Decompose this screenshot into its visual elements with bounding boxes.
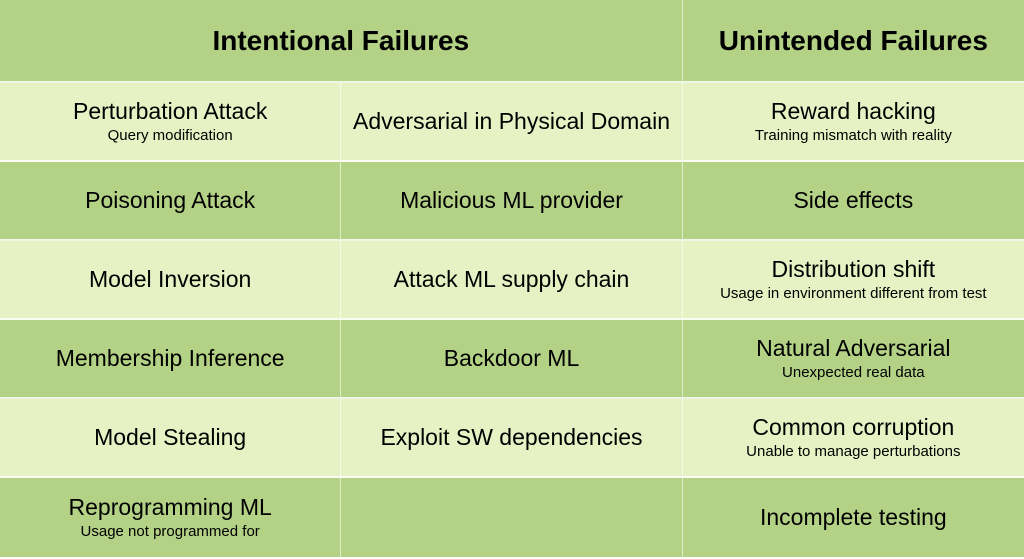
cell-title: Model Inversion [89,266,251,292]
table-cell: Exploit SW dependencies [341,399,682,478]
cell-title: Adversarial in Physical Domain [353,108,670,134]
table-cell: Membership Inference [0,320,341,399]
cell-title: Reward hacking [771,98,936,124]
cell-subtitle: Training mismatch with reality [755,127,952,145]
cell-subtitle: Unable to manage perturbations [746,443,960,461]
cell-subtitle: Usage in environment different from test [720,285,987,303]
table-cell: Model Stealing [0,399,341,478]
table-header: Intentional Failures [0,0,683,83]
table-cell: Malicious ML provider [341,162,682,241]
cell-subtitle: Unexpected real data [782,364,925,382]
table-cell: Natural Adversarial Unexpected real data [683,320,1024,399]
cell-title: Side effects [793,187,913,213]
cell-title: Reprogramming ML [69,494,272,520]
table-cell: Poisoning Attack [0,162,341,241]
cell-title: Membership Inference [56,345,285,371]
table-cell: Model Inversion [0,241,341,320]
table-cell: Adversarial in Physical Domain [341,83,682,162]
table-cell: Reward hacking Training mismatch with rea… [683,83,1024,162]
cell-title: Attack ML supply chain [394,266,630,292]
cell-title: Exploit SW dependencies [380,424,642,450]
cell-title: Common corruption [752,414,954,440]
cell-title: Natural Adversarial [756,335,950,361]
cell-subtitle: Query modification [108,127,233,145]
table-cell: Backdoor ML [341,320,682,399]
cell-title: Distribution shift [772,256,936,282]
table-cell: Reprogramming ML Usage not programmed for [0,478,341,557]
cell-title: Poisoning Attack [85,187,255,213]
table-cell: Attack ML supply chain [341,241,682,320]
table-header: Unintended Failures [683,0,1024,83]
cell-title: Incomplete testing [760,504,947,530]
failures-table: Intentional Failures Unintended Failures P… [0,0,1024,559]
table-header-label: Intentional Failures [212,25,469,57]
cell-title: Model Stealing [94,424,246,450]
table-cell: Common corruption Unable to manage pertur… [683,399,1024,478]
table-cell: Side effects [683,162,1024,241]
cell-title: Perturbation Attack [73,98,267,124]
table-cell: Incomplete testing [683,478,1024,557]
table-cell: Distribution shift Usage in environment d… [683,241,1024,320]
table-header-label: Unintended Failures [719,25,988,57]
cell-title: Malicious ML provider [400,187,623,213]
cell-title: Backdoor ML [444,345,580,371]
table-cell [341,478,682,557]
table-cell: Perturbation Attack Query modification [0,83,341,162]
cell-subtitle: Usage not programmed for [81,523,260,541]
